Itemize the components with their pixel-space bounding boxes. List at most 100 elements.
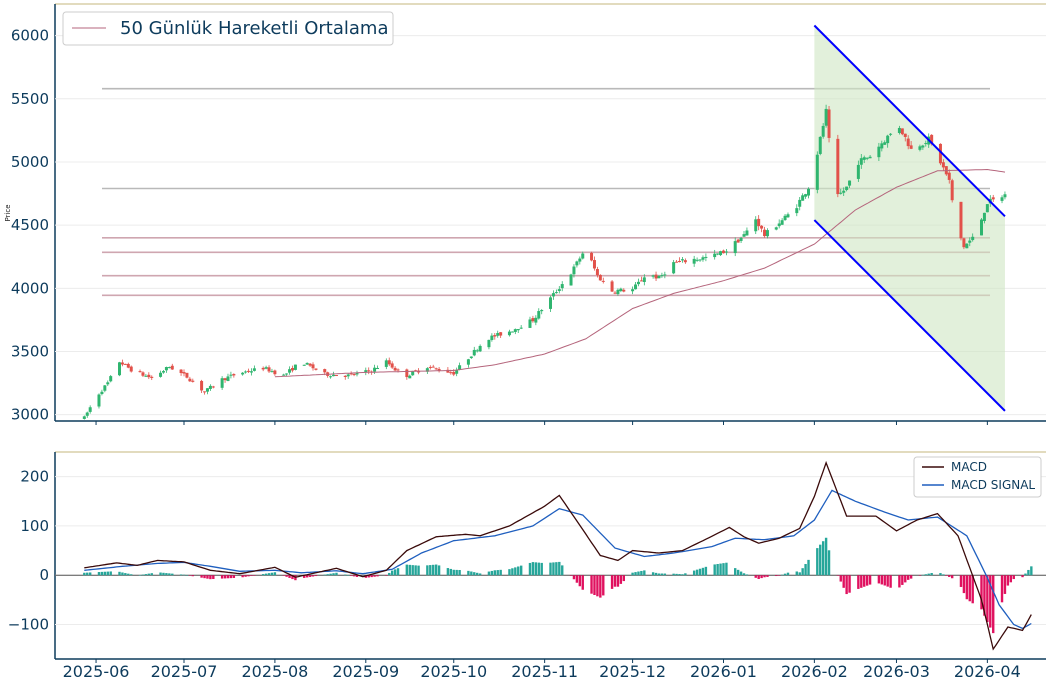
price-y-tick-labels: 3000 3500 4000 4500 5000 5500 6000 bbox=[11, 27, 49, 424]
x-tick-label: 2026-04 bbox=[954, 662, 1021, 681]
candle-body bbox=[376, 367, 380, 369]
price-y-axis-label: Price bbox=[4, 204, 12, 221]
candle-body bbox=[739, 237, 743, 241]
candle-body bbox=[979, 219, 983, 236]
histogram-bar bbox=[904, 575, 907, 583]
candle-body bbox=[1000, 197, 1004, 201]
candle-body bbox=[496, 333, 500, 336]
histogram-bar bbox=[698, 568, 702, 576]
candle-body bbox=[311, 364, 315, 369]
histogram-bar bbox=[654, 572, 658, 576]
histogram-bar bbox=[786, 572, 790, 576]
histogram-bar bbox=[168, 573, 171, 576]
histogram-bar bbox=[179, 574, 183, 576]
candle-body bbox=[965, 243, 969, 249]
candle-body bbox=[332, 374, 336, 377]
histogram-bar bbox=[182, 574, 186, 576]
histogram-bar bbox=[775, 575, 778, 577]
candle-body bbox=[129, 366, 133, 372]
histogram-bar bbox=[537, 562, 540, 576]
candle-body bbox=[408, 375, 412, 379]
candle-body bbox=[962, 238, 966, 248]
price-y-tick-label: 5500 bbox=[11, 90, 49, 108]
histogram-bar bbox=[534, 562, 538, 576]
candle-body bbox=[856, 164, 860, 179]
candle-body bbox=[824, 108, 828, 126]
candle-body bbox=[692, 258, 696, 264]
candle-body bbox=[164, 367, 168, 371]
candle-body bbox=[695, 259, 699, 261]
histogram-bar bbox=[308, 575, 312, 577]
histogram-bar bbox=[220, 575, 224, 579]
histogram-bar bbox=[405, 564, 409, 576]
candle-body bbox=[774, 227, 778, 230]
histogram-bar bbox=[695, 569, 699, 576]
candle-body bbox=[721, 250, 725, 254]
histogram-bar bbox=[429, 565, 432, 576]
histogram-bar bbox=[578, 575, 582, 587]
candle-body bbox=[801, 195, 805, 201]
histogram-bar bbox=[569, 575, 573, 576]
candle-body bbox=[777, 223, 781, 227]
candle-body bbox=[554, 292, 558, 294]
candle-body bbox=[323, 369, 327, 373]
histogram-bar bbox=[640, 570, 643, 576]
candle-body bbox=[959, 201, 963, 239]
histogram-bar bbox=[332, 573, 335, 576]
candle-body bbox=[203, 391, 207, 393]
histogram-bar bbox=[663, 573, 667, 576]
histogram-bar bbox=[930, 573, 933, 576]
candle-body bbox=[519, 327, 523, 329]
histogram-bar bbox=[1027, 569, 1030, 576]
histogram-bar bbox=[100, 571, 104, 576]
candle-body bbox=[798, 199, 802, 207]
candle-body bbox=[657, 275, 661, 279]
histogram-bar bbox=[83, 572, 86, 576]
candle-body bbox=[188, 378, 192, 382]
x-tick-label: 2025-07 bbox=[151, 662, 218, 681]
candle-body bbox=[578, 258, 582, 262]
histogram-bar bbox=[983, 575, 986, 616]
macd-y-tick-label: −100 bbox=[8, 616, 49, 634]
histogram-bar bbox=[147, 573, 151, 576]
histogram-bar bbox=[376, 575, 379, 577]
candle-body bbox=[252, 368, 256, 371]
candle-body bbox=[428, 367, 432, 369]
histogram-bar bbox=[619, 575, 623, 584]
histogram-bar bbox=[906, 575, 910, 580]
candle-body bbox=[827, 109, 831, 138]
histogram-bar bbox=[335, 572, 338, 576]
candle-body bbox=[619, 288, 623, 292]
candle-body bbox=[947, 172, 951, 180]
price-x-tick-marks bbox=[95, 421, 988, 425]
candle-body bbox=[314, 368, 318, 370]
candle-body bbox=[765, 230, 769, 237]
candle-body bbox=[487, 339, 491, 348]
macd-histogram bbox=[83, 537, 1033, 634]
candle-body bbox=[678, 261, 682, 263]
candle-body bbox=[329, 376, 333, 378]
candle-body bbox=[631, 289, 635, 292]
candle-body bbox=[551, 293, 555, 297]
histogram-bar bbox=[675, 573, 678, 576]
candle-body bbox=[886, 135, 890, 144]
histogram-bar bbox=[927, 573, 930, 576]
histogram-bar bbox=[311, 575, 315, 577]
candle-body bbox=[346, 374, 350, 377]
ma50-line bbox=[274, 168, 1006, 378]
histogram-bar bbox=[1000, 575, 1004, 603]
candle-body bbox=[745, 230, 749, 236]
histogram-bar bbox=[273, 572, 277, 576]
candle-body bbox=[205, 388, 209, 392]
candle-body bbox=[534, 317, 538, 323]
candle-body bbox=[100, 391, 104, 395]
histogram-bar bbox=[552, 562, 555, 576]
histogram-bar bbox=[250, 575, 253, 576]
candle-body bbox=[683, 260, 687, 263]
candle-body bbox=[900, 128, 904, 135]
candle-body bbox=[249, 371, 253, 373]
candle-body bbox=[118, 362, 122, 376]
candle-body bbox=[642, 277, 646, 282]
histogram-bar bbox=[819, 544, 822, 576]
candle-body bbox=[267, 367, 271, 372]
